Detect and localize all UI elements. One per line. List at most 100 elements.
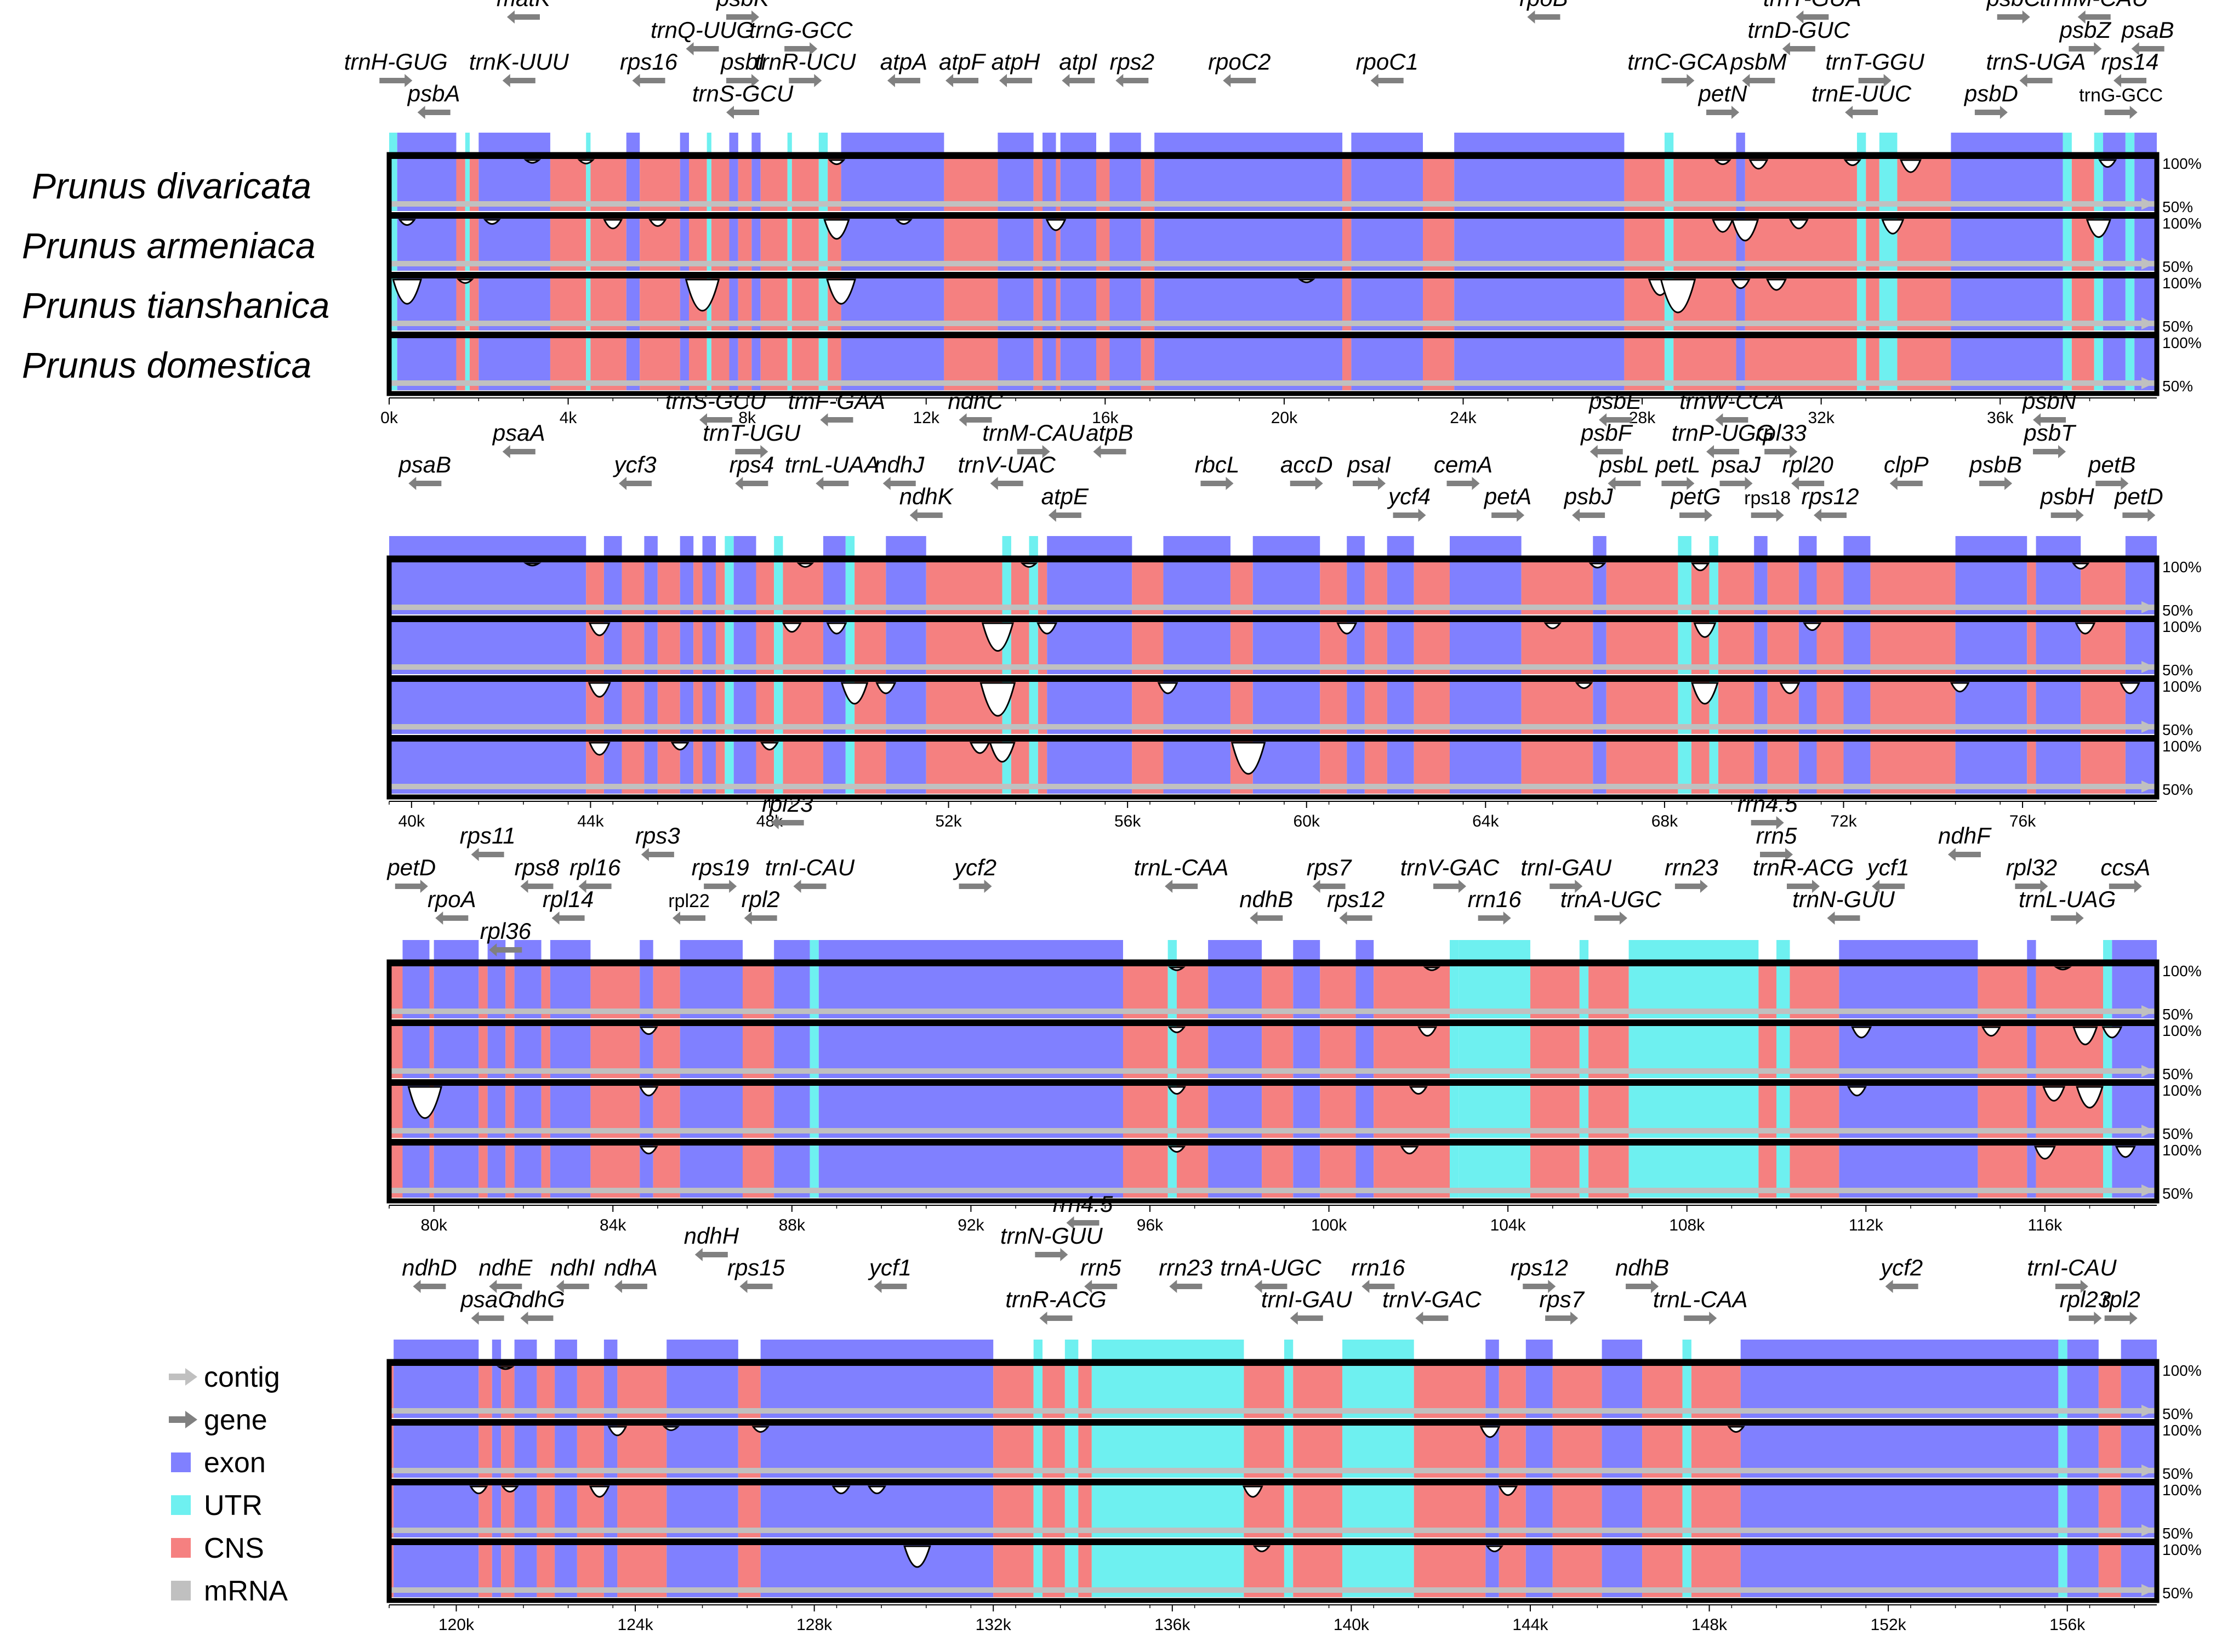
region-cns: [456, 218, 465, 271]
conservation-dip: [1900, 159, 1922, 173]
region-cns: [478, 965, 488, 1018]
gene-label: rps18: [1744, 488, 1791, 509]
legend-label: exon: [204, 1447, 266, 1479]
contig-arrow: [2141, 1405, 2155, 1417]
gene-arrow-left: [1339, 912, 1372, 925]
region-cns: [505, 965, 515, 1018]
gene-arrow-left: [1115, 74, 1149, 87]
region-utr: [787, 158, 792, 211]
gene-trnV-UAC: trnV-UAC: [958, 452, 1056, 490]
feature-marker-exon: [1740, 1340, 2059, 1362]
gene-label: rbcL: [1195, 452, 1240, 477]
gene-arrow-right: [1760, 848, 1793, 861]
species-label: Prunus divaricata: [32, 166, 311, 206]
gene-rbcL: rbcL: [1195, 452, 1240, 490]
region-cns: [505, 1144, 515, 1198]
gene-trnA-UGC: trnA-UGC: [1220, 1255, 1321, 1293]
x-tick-label: 136k: [1154, 1616, 1190, 1634]
percent-label-50: 50%: [2162, 1405, 2193, 1422]
x-tick-label: 92k: [958, 1216, 984, 1234]
species-track-4: 100% 50%: [389, 735, 2202, 798]
mrna-swatch: [171, 1581, 191, 1600]
conservation-dip: [648, 219, 667, 227]
gene-label: ycf1: [1866, 855, 1910, 880]
utr-swatch: [171, 1495, 191, 1515]
gene-label: trnI-CAU: [765, 855, 855, 880]
region-exon: [729, 277, 738, 331]
gene-trnF-GAA: trnF-GAA: [788, 388, 885, 426]
gene-label: petA: [1483, 483, 1531, 509]
species-track-2: 100% 50%: [389, 212, 2202, 275]
gene-atpF: atpF: [939, 49, 986, 87]
region-utr: [1284, 1544, 1294, 1597]
gene-atpH: atpH: [992, 49, 1040, 87]
feature-marker-utr: [1284, 1340, 1294, 1362]
gene-rps15: rps15: [727, 1255, 785, 1293]
region-utr: [465, 277, 470, 331]
gene-arrow-left: [726, 106, 759, 119]
gene-psbM: psbM: [1729, 49, 1787, 87]
gene-arrow-left: [793, 880, 827, 893]
track-separator: [389, 616, 2157, 620]
gene-label: petD: [386, 855, 436, 880]
x-tick-label: 156k: [2049, 1616, 2086, 1634]
percent-label-50: 50%: [2162, 662, 2193, 679]
region-utr: [1029, 740, 1038, 794]
conservation-dip: [607, 1426, 628, 1437]
feature-marker-exon: [555, 1340, 577, 1362]
percent-label-50: 50%: [2162, 198, 2193, 215]
gene-label: rps4: [729, 452, 774, 477]
gene-arrow-right: [1997, 10, 2030, 24]
feature-marker-exon: [1293, 940, 1320, 962]
region-utr: [1856, 158, 1866, 211]
gene-psbC: psbC: [1986, 0, 2041, 24]
conservation-dip: [603, 219, 623, 230]
conservation-dip: [751, 1426, 770, 1433]
gene-label: rpl16: [569, 855, 621, 880]
region-exon: [729, 218, 738, 271]
region-utr: [725, 681, 734, 734]
gene-arrow-left: [699, 413, 733, 426]
species-track-3: 100% 50%: [389, 675, 2202, 738]
x-tick-label: 56k: [1114, 812, 1141, 830]
x-tick-label: 88k: [779, 1216, 806, 1234]
feature-marker-exon: [1351, 133, 1423, 155]
gene-arrow-left: [1254, 1280, 1288, 1293]
region-cns: [429, 1025, 434, 1078]
region-cns: [693, 561, 703, 614]
percent-label-100: 100%: [2162, 618, 2202, 635]
conservation-dip: [760, 742, 779, 751]
x-tick-label: 140k: [1334, 1616, 1370, 1634]
feature-marker-utr: [1879, 133, 1898, 155]
feature-marker-utr: [389, 133, 397, 155]
species-track-3: 100% 50%: [389, 1479, 2202, 1542]
conservation-dip: [831, 1485, 851, 1495]
gene-label: trnP-UGG: [1672, 420, 1774, 446]
region-cns: [1056, 337, 1061, 390]
gene-trnQ-UUG: trnQ-UUG: [651, 17, 754, 55]
conservation-dip: [662, 1426, 680, 1431]
gene-ndhI: ndhI: [550, 1255, 595, 1293]
region-cns: [478, 1025, 488, 1078]
x-tick-label: 148k: [1691, 1616, 1728, 1634]
conservation-dip: [875, 682, 897, 694]
x-tick-label: 128k: [796, 1616, 833, 1634]
region-exon: [751, 218, 761, 271]
gene-ycf2: ycf2: [1879, 1255, 1923, 1293]
track-separator: [389, 735, 2157, 740]
gene-label: accD: [1280, 452, 1333, 477]
exon-swatch: [171, 1452, 191, 1472]
legend-label: gene: [204, 1404, 267, 1436]
percent-label-50: 50%: [2162, 1066, 2193, 1083]
x-tick-label: 12k: [913, 409, 940, 427]
alignment-panel-3: 100%50%100%50%100%50%100%50%80k 84k 88k 92k…: [386, 791, 2201, 1234]
gene-arrow-left: [408, 477, 442, 490]
conservation-dip: [1731, 219, 1759, 242]
x-tick-label: 108k: [1669, 1216, 1705, 1234]
gene-trnR-ACG: trnR-ACG: [1005, 1286, 1107, 1325]
gene-label: rpl33: [1755, 420, 1806, 446]
gene-arrow-right: [2104, 1312, 2138, 1325]
gene-arrow-left: [1947, 848, 1981, 861]
region-utr: [586, 277, 591, 331]
gene-arrow-left: [816, 477, 849, 490]
